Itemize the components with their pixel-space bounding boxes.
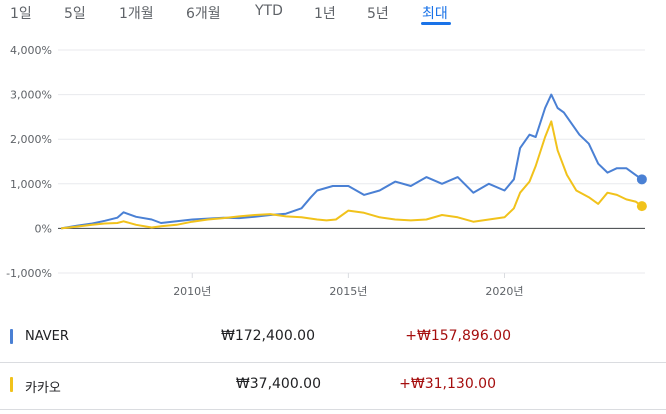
kakao-change: +₩31,130.00 [399,376,496,392]
y-tick-label: 1,000% [10,178,52,191]
x-axis-ticks: 2010년 2015년 2020년 [173,273,524,298]
y-tick-label: -1,000% [6,267,52,280]
legend-row-kakao[interactable]: 카카오 ₩37,400.00 +₩31,130.00 [0,362,666,412]
tab-ytd[interactable]: YTD [255,3,283,19]
y-axis-ticks: -1,000% 0% 1,000% 2,000% 3,000% 4,000% [6,44,52,280]
tab-max[interactable]: 최대 [422,6,448,22]
stock-comparison-chart: -1,000%0%1,000%2,000%3,000%4,000% 2010년 2… [6,44,647,298]
naver-price: ₩172,400.00 [220,328,315,344]
range-tab-bar: 1일 5일 1개월 6개월 YTD 1년 5년 최대 [0,0,666,32]
tab-1-month[interactable]: 1개월 [119,6,154,22]
x-tick-label: 2020년 [485,285,523,298]
tab-1-year[interactable]: 1년 [314,6,336,22]
series-line-NAVER [60,93,643,230]
kakao-price: ₩37,400.00 [235,376,321,392]
series-lines [60,93,647,230]
tab-1-day[interactable]: 1일 [10,6,32,22]
x-tick-label: 2015년 [329,285,367,298]
series-end-marker-NAVER [636,174,647,185]
series-end-marker-카카오 [636,201,647,212]
y-tick-label: 4,000% [10,44,52,57]
y-tick-label: 2,000% [10,133,52,146]
x-tick-label: 2010년 [173,285,211,298]
bottom-divider [0,409,666,410]
legend-row-naver[interactable]: NAVER ₩172,400.00 +₩157,896.00 [0,312,666,362]
naver-change: +₩157,896.00 [405,328,511,344]
tab-5-years[interactable]: 5년 [367,6,389,22]
tab-6-months[interactable]: 6개월 [186,6,221,22]
y-tick-label: 0% [35,222,52,235]
y-tick-label: 3,000% [10,89,52,102]
naver-color-swatch [10,329,13,344]
tab-5-days[interactable]: 5일 [64,6,86,22]
legend-divider [0,362,666,363]
kakao-name: 카카오 [25,381,61,396]
active-tab-underline [421,22,451,25]
grid-lines [58,49,645,274]
naver-name: NAVER [25,329,69,344]
kakao-color-swatch [10,377,13,392]
series-line-카카오 [60,120,643,230]
